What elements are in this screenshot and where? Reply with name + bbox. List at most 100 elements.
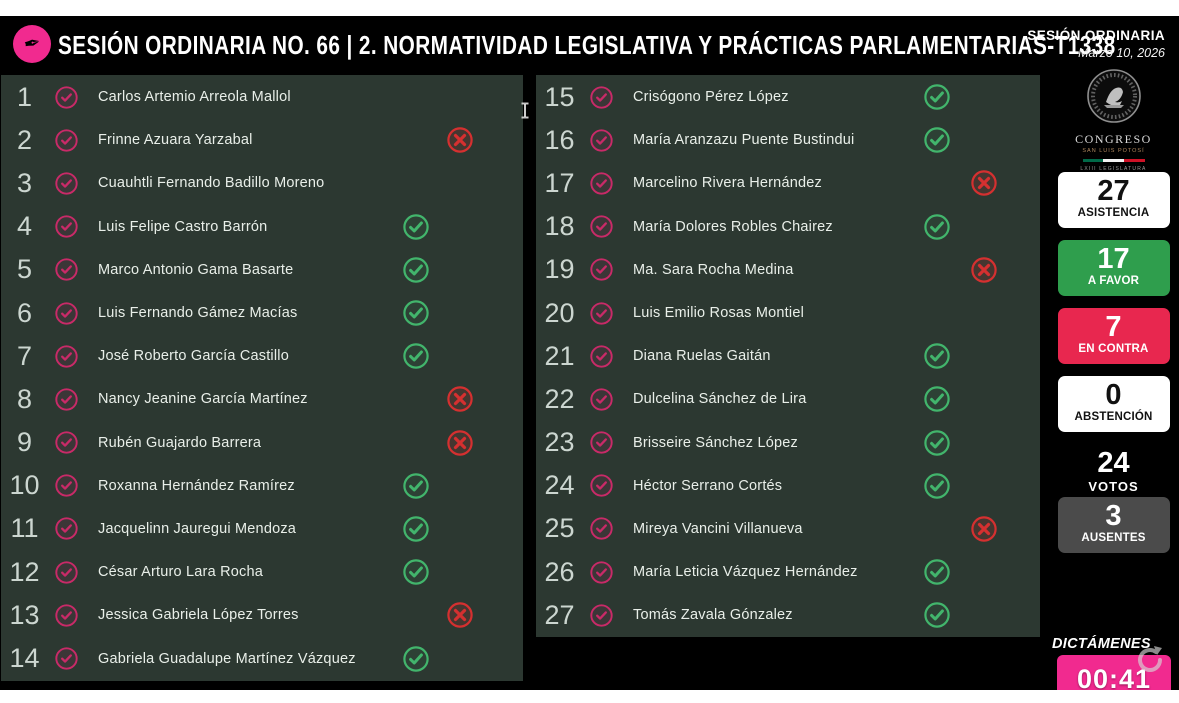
member-number: 22	[544, 383, 575, 414]
stat-value: 17	[1097, 243, 1130, 275]
vote-favor-cell	[913, 508, 961, 550]
stat-a-favor: 17 A FAVOR	[1057, 240, 1170, 296]
vote-contra-cell	[962, 465, 1005, 507]
pen-logo-icon: ✒	[13, 25, 51, 63]
attendance-check-icon	[583, 378, 620, 420]
vote-contra-cell	[439, 551, 481, 593]
attendance-check-icon	[583, 594, 620, 636]
cursor-ibeam	[521, 102, 529, 119]
vote-contra-cell	[962, 292, 1005, 334]
vote-contra-cell	[439, 292, 481, 334]
session-info: SESIÓN ORDINARIA Marzo 10, 2026	[1027, 28, 1165, 60]
attendance-check-icon	[48, 378, 85, 420]
letterbox-top	[0, 0, 1179, 16]
member-number: 25	[544, 513, 575, 544]
attendance-check-icon	[48, 206, 85, 248]
vote-abstain-cell	[482, 76, 522, 118]
vote-favor-cell	[393, 594, 438, 636]
member-number: 27	[544, 599, 575, 630]
vote-abstain-cell	[482, 465, 522, 507]
member-number: 19	[544, 254, 575, 285]
member-number: 4	[16, 211, 33, 242]
member-name: Brisseire Sánchez López	[633, 434, 798, 451]
session-type-label: SESIÓN ORDINARIA	[1027, 28, 1165, 43]
vote-contra-cell	[439, 206, 481, 248]
member-number: 6	[16, 297, 33, 328]
member-number: 8	[16, 383, 33, 414]
member-name: Gabriela Guadalupe Martínez Vázquez	[98, 650, 356, 667]
member-number: 17	[544, 167, 575, 198]
member-name: María Dolores Robles Chairez	[633, 218, 833, 235]
member-name: María Aranzazu Puente Bustindui	[633, 132, 855, 149]
timer-value: 00:41	[1076, 664, 1152, 690]
vote-abstain-cell	[482, 162, 522, 204]
stat-label: AUSENTES	[1081, 532, 1146, 545]
vote-favor-cell	[393, 465, 438, 507]
member-number: 14	[9, 643, 40, 674]
vote-contra-cell	[962, 206, 1005, 248]
results-sidebar: CONGRESO SAN LUIS POTOSÍ LXIII LEGISLATU…	[1048, 16, 1179, 690]
attendance-check-icon	[48, 249, 85, 291]
attendance-check-icon	[48, 162, 85, 204]
member-number: 15	[544, 81, 575, 112]
member-name: José Roberto García Castillo	[98, 348, 289, 365]
vote-contra-cell	[439, 465, 481, 507]
member-name: Rubén Guajardo Barrera	[98, 434, 262, 451]
stat-value: 27	[1097, 175, 1130, 207]
member-name: Crisógono Pérez López	[633, 89, 789, 106]
stat-ausentes: 3 AUSENTES	[1057, 497, 1170, 553]
member-number: 11	[10, 513, 39, 544]
attendance-check-icon	[48, 551, 85, 593]
vote-favor-cell	[913, 76, 961, 118]
vote-contra-cell	[439, 249, 481, 291]
vote-contra-cell	[962, 119, 1005, 161]
vote-favor-cell	[393, 76, 438, 118]
stat-label: VOTOS	[1088, 479, 1139, 495]
member-number: 18	[544, 211, 575, 242]
member-name: Héctor Serrano Cortés	[633, 477, 783, 494]
member-name: Mireya Vancini Villanueva	[633, 520, 803, 537]
vote-favor-cell	[913, 292, 961, 334]
vote-contra-cell	[439, 335, 481, 377]
stat-label: A FAVOR	[1087, 275, 1140, 288]
vote-contra-cell	[962, 249, 1005, 291]
pen-icon: ✒	[21, 31, 43, 57]
stat-votos: 24 VOTOS	[1058, 444, 1170, 495]
vote-abstain-cell	[482, 378, 522, 420]
vote-abstain-cell	[1006, 465, 1039, 507]
attendance-check-icon	[48, 119, 85, 161]
attendance-check-icon	[583, 508, 620, 550]
attendance-check-icon	[48, 637, 85, 679]
vote-favor-cell	[913, 551, 961, 593]
member-name: Jessica Gabriela López Torres	[98, 607, 299, 624]
stat-abstención: 0 ABSTENCIÓN	[1057, 376, 1170, 432]
vote-favor-cell	[393, 378, 438, 420]
vote-abstain-cell	[1006, 162, 1039, 204]
vote-favor-cell	[393, 508, 438, 550]
attendance-check-icon	[48, 594, 85, 636]
stat-label: EN CONTRA	[1078, 343, 1149, 356]
member-name: Marco Antonio Gama Basarte	[98, 261, 294, 278]
stat-en-contra: 7 EN CONTRA	[1057, 308, 1170, 364]
attendance-check-icon	[583, 465, 620, 507]
vote-contra-cell	[962, 378, 1005, 420]
member-number: 13	[9, 599, 40, 630]
attendance-check-icon	[583, 76, 620, 118]
vote-favor-cell	[393, 422, 438, 464]
vote-abstain-cell	[482, 119, 522, 161]
member-number: 5	[16, 254, 33, 285]
vote-abstain-cell	[1006, 76, 1039, 118]
member-number: 10	[9, 470, 40, 501]
attendance-check-icon	[583, 162, 620, 204]
vote-abstain-cell	[1006, 422, 1039, 464]
stat-value: 24	[1097, 447, 1130, 479]
vote-contra-cell	[962, 508, 1005, 550]
refresh-icon	[1138, 646, 1162, 672]
member-name: Frinne Azuara Yarzabal	[98, 132, 253, 149]
vote-favor-cell	[393, 249, 438, 291]
vote-abstain-cell	[1006, 292, 1039, 334]
national-seal-icon	[1086, 69, 1141, 123]
vote-abstain-cell	[482, 637, 522, 679]
stat-asistencia: 27 ASISTENCIA	[1057, 172, 1170, 228]
